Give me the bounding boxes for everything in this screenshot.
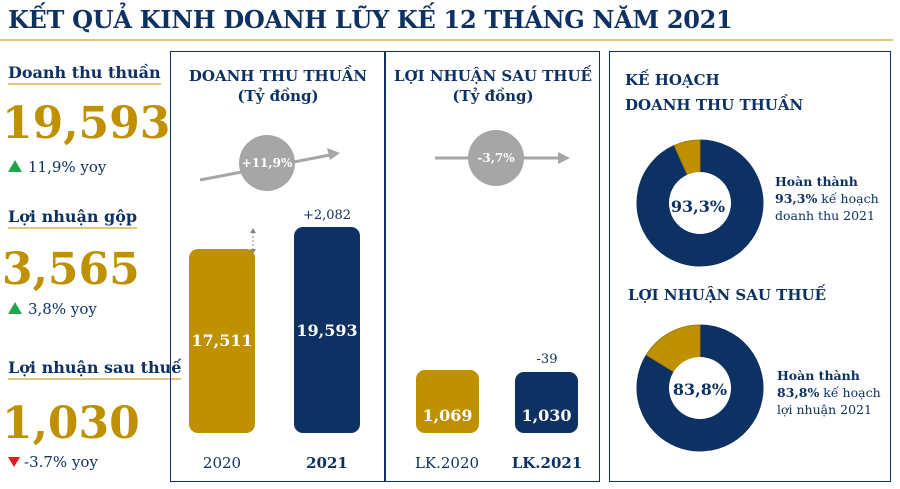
kpi-yoy-gross-profit: 3,8% yoy [8,300,97,318]
yoy-text: -3.7% yoy [24,453,98,471]
kpi-value-gross-profit: 3,565 [2,244,140,295]
x-tick-label: 2020 [202,454,242,472]
yoy-text: 11,9% yoy [28,158,107,176]
kpi-value-net-profit: 1,030 [2,398,140,449]
bar-2020: 17,511 [189,248,255,433]
note-text: kế hoạch [819,385,881,400]
note-heading: Hoàn thành [775,174,858,189]
kpi-value-revenue: 19,593 [2,98,171,149]
chart-title: LỢI NHUẬN SAU THUẾ [393,67,592,85]
change-label: +2,082 [302,208,352,223]
x-tick-label: LK.2020 [414,454,480,472]
plan-title: KẾ HOẠCH [625,71,720,89]
note-text: kế hoạch [817,191,879,206]
revenue-chart-title: DOANH THU THUẦN (Tỷ đồng) [172,66,384,106]
chart-title: DOANH THU THUẦN [188,67,368,85]
donut-hole [669,357,731,419]
plan-profit-title: LỢI NHUẬN SAU THUẾ [628,286,827,304]
yoy-text: 3,8% yoy [28,300,97,318]
plan-subtitle: DOANH THU THUẦN [625,96,804,114]
profit-plan-donut [636,324,764,452]
bar-value-label: 19,593 [296,320,358,340]
kpi-label-net-profit: Lợi nhuận sau thuế [8,358,182,380]
page-title: KẾT QUẢ KINH DOANH LŨY KẾ 12 THÁNG NĂM 2… [8,5,733,34]
donut-center-label: 83,8% [672,380,728,399]
plan-panel [609,51,891,482]
bar-lk.2021: 1,030 [515,372,578,433]
profit-chart-title: LỢI NHUẬN SAU THUẾ (Tỷ đồng) [386,66,600,106]
x-tick-label: LK.2021 [511,454,583,472]
bar-value-label: 17,511 [191,331,253,351]
x-tick-label: 2021 [306,454,348,472]
growth-circle: -3,7% [468,130,524,186]
change-label: -39 [536,352,558,367]
arrow-down-icon [8,457,20,467]
note-heading: Hoàn thành [777,368,860,383]
donut-hole [669,172,731,234]
bar-value-label: 1,069 [422,406,473,425]
note-percent: 83,8% [777,385,820,400]
chart-unit: (Tỷ đồng) [452,87,534,105]
kpi-yoy-revenue: 11,9% yoy [8,158,106,176]
arrow-up-icon [8,160,22,172]
donut-center-label: 93,3% [670,197,726,216]
note-text: doanh thu 2021 [775,208,875,223]
growth-circle: +11,9% [239,135,295,191]
note-text: lợi nhuận 2021 [777,402,872,417]
profit-plan-note: Hoàn thành 83,8% kế hoạch lợi nhuận 2021 [777,367,881,418]
bar-2021: 19,593 [294,227,360,433]
revenue-plan-note: Hoàn thành 93,3% kế hoạch doanh thu 2021 [775,173,879,224]
panel-divider [384,51,386,482]
arrow-up-icon [8,302,22,314]
note-percent: 93,3% [775,191,818,206]
bar-lk.2020: 1,069 [416,370,479,433]
title-divider [0,39,893,41]
chart-unit: (Tỷ đồng) [237,87,319,105]
bar-value-label: 1,030 [521,405,572,425]
kpi-label-revenue: Doanh thu thuần [8,63,161,85]
kpi-yoy-net-profit: -3.7% yoy [8,453,98,471]
kpi-label-gross-profit: Lợi nhuận gộp [8,207,138,229]
revenue-plan-donut [636,139,764,267]
